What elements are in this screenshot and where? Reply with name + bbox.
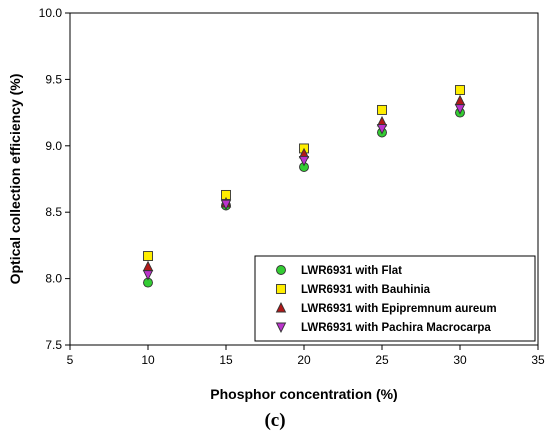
x-tick-label: 20 xyxy=(297,353,311,367)
legend-label: LWR6931 with Pachira Macrocarpa xyxy=(301,322,491,334)
legend-marker xyxy=(275,322,287,334)
data-point xyxy=(298,155,310,167)
series-4 xyxy=(142,104,466,281)
x-tick-label: 35 xyxy=(531,353,545,367)
scatter-chart: 5 10 15 20 25 30 35 7.5 8.0 8.5 9.0 9.5 10.0 LWR6931… xyxy=(7,6,545,402)
data-points xyxy=(142,85,466,288)
legend-label: LWR6931 with Flat xyxy=(301,265,402,277)
legend-marker xyxy=(276,284,286,294)
x-tick-label: 30 xyxy=(453,353,467,367)
figure-caption: (c) xyxy=(264,410,286,431)
y-tick-label: 9.0 xyxy=(45,139,62,153)
data-point xyxy=(142,260,154,272)
data-point xyxy=(454,94,466,106)
y-tick-label: 10.0 xyxy=(39,6,63,20)
data-point xyxy=(142,270,154,281)
x-tick-label: 10 xyxy=(141,353,155,367)
legend-label: LWR6931 with Epipremnum aureum xyxy=(301,303,497,315)
legend-marker xyxy=(275,301,287,313)
x-tick-label: 5 xyxy=(67,353,74,367)
plot-area: 5 10 15 20 25 30 35 7.5 8.0 8.5 9.0 9.5 10.0 xyxy=(39,6,545,367)
data-point xyxy=(377,104,387,115)
data-point xyxy=(143,251,153,261)
data-point xyxy=(376,124,388,135)
data-point xyxy=(220,199,232,211)
y-axis-title: Optical collection efficiency (%) xyxy=(7,74,23,285)
x-axis-title: Phosphor concentration (%) xyxy=(210,386,397,402)
series-3 xyxy=(142,94,466,272)
legend-box xyxy=(254,255,536,342)
y-tick-label: 9.5 xyxy=(45,72,62,86)
legend: LWR6931 with Flat LWR6931 with Bauhinia LW… xyxy=(254,255,536,342)
y-tick-label: 8.0 xyxy=(45,272,62,286)
legend-marker xyxy=(276,265,286,275)
series-2 xyxy=(143,85,465,261)
y-tick-label: 7.5 xyxy=(45,338,62,352)
y-tick-label: 8.5 xyxy=(45,205,62,219)
data-point xyxy=(455,85,465,95)
x-tick-label: 25 xyxy=(375,353,389,367)
legend-label: LWR6931 with Bauhinia xyxy=(301,284,431,296)
data-point xyxy=(454,104,466,115)
x-tick-label: 15 xyxy=(219,353,233,367)
